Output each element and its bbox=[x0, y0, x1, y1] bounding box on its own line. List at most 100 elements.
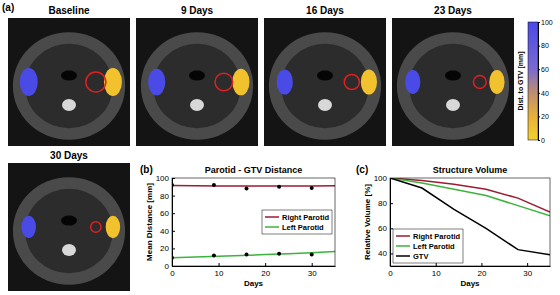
x-tick-label: 10 bbox=[215, 269, 224, 278]
series-line bbox=[390, 178, 550, 212]
y-tick-mark bbox=[172, 213, 175, 214]
y-tick: 0 bbox=[165, 262, 175, 271]
image-panel bbox=[392, 18, 514, 146]
image-panel bbox=[264, 18, 386, 146]
y-tick: 60 bbox=[160, 209, 175, 218]
image-background bbox=[392, 18, 514, 146]
plot-frame bbox=[390, 178, 550, 266]
series-line bbox=[390, 178, 550, 255]
series-line bbox=[172, 251, 335, 257]
right-parotid bbox=[405, 70, 420, 94]
x-tick-mark bbox=[527, 263, 528, 266]
colorbar-tick-label: 0 bbox=[541, 137, 545, 144]
legend-box bbox=[393, 229, 463, 263]
plot-area bbox=[390, 178, 550, 255]
right-parotid bbox=[277, 69, 293, 94]
colorbar-tick: 0 bbox=[538, 137, 545, 144]
colorbar-tick: 40 bbox=[538, 90, 549, 97]
gtv-contour bbox=[91, 222, 101, 232]
x-tick-label: 20 bbox=[261, 269, 270, 278]
x-tick: 20 bbox=[261, 263, 270, 278]
legend: Right ParotidLeft Parotid bbox=[262, 210, 332, 234]
gtv-contour bbox=[86, 72, 106, 92]
x-axis-label: Days bbox=[460, 279, 480, 288]
y-axis-label: Relative Volume [%] bbox=[363, 184, 372, 260]
legend-label: Left Parotid bbox=[413, 242, 455, 251]
gtv-contour bbox=[344, 74, 359, 89]
y-tick-label: 40 bbox=[160, 227, 169, 236]
line-chart: 0102030020406080100Parotid - GTV Distanc… bbox=[140, 164, 336, 288]
airway bbox=[61, 71, 77, 81]
y-tick-mark bbox=[172, 248, 175, 249]
data-point bbox=[310, 186, 314, 190]
data-point bbox=[310, 253, 314, 257]
y-tick-label: 0 bbox=[165, 262, 170, 271]
x-tick-label: 0 bbox=[388, 269, 393, 278]
data-point bbox=[245, 187, 249, 191]
legend-swatch bbox=[396, 235, 410, 237]
colorbar-axis: 0 20 40 60 80 100 bbox=[538, 19, 553, 144]
y-axis: 406080100 bbox=[374, 174, 393, 266]
y-tick: 40 bbox=[160, 227, 175, 236]
left-parotid bbox=[361, 69, 377, 94]
x-axis: 0102030 bbox=[388, 263, 550, 278]
left-parotid bbox=[232, 69, 249, 96]
y-tick: 100 bbox=[156, 174, 175, 183]
image-background bbox=[8, 18, 130, 146]
head-outline bbox=[269, 32, 381, 140]
image-title: Baseline bbox=[48, 5, 90, 16]
y-tick-mark bbox=[172, 231, 175, 232]
right-parotid bbox=[22, 216, 36, 238]
colorbar-tick-mark bbox=[538, 69, 540, 70]
y-tick: 20 bbox=[160, 244, 175, 253]
x-tick-label: 0 bbox=[170, 269, 175, 278]
figure: (a)Baseline9 Days16 Days23 Days30 Days02… bbox=[0, 0, 560, 295]
y-tick-label: 60 bbox=[378, 224, 387, 233]
right-parotid bbox=[20, 68, 38, 96]
left-parotid bbox=[104, 68, 122, 96]
y-tick-mark bbox=[172, 196, 175, 197]
image-title: 9 Days bbox=[181, 5, 214, 16]
y-tick-label: 100 bbox=[156, 174, 170, 183]
line-chart: 0102030406080100Structure Volume(c)DaysR… bbox=[356, 164, 551, 288]
colorbar-tick: 20 bbox=[538, 113, 549, 120]
colorbar-axis-line bbox=[539, 23, 541, 141]
legend-swatch bbox=[396, 255, 410, 257]
y-tick-label: 80 bbox=[160, 192, 169, 201]
chart-title: Structure Volume bbox=[433, 165, 507, 175]
data-point bbox=[212, 183, 216, 187]
panel-label: (b) bbox=[140, 164, 153, 175]
x-tick: 10 bbox=[432, 263, 441, 278]
head-outline bbox=[141, 32, 253, 140]
head-inner bbox=[25, 189, 113, 273]
plot-background bbox=[390, 178, 550, 266]
legend-label: Right Parotid bbox=[282, 213, 329, 222]
data-point bbox=[212, 253, 216, 257]
y-axis-line bbox=[172, 179, 173, 267]
colorbar-tick: 60 bbox=[538, 66, 549, 73]
airway bbox=[61, 216, 77, 226]
legend-box bbox=[262, 210, 332, 234]
x-tick: 20 bbox=[477, 263, 486, 278]
plot-background bbox=[172, 178, 335, 266]
gtv-contour bbox=[473, 76, 486, 89]
airway bbox=[317, 71, 333, 81]
colorbar-tick-label: 100 bbox=[541, 19, 553, 26]
x-axis-label: Days bbox=[244, 279, 264, 288]
airway bbox=[189, 71, 205, 81]
colorbar-tick-label: 80 bbox=[541, 42, 549, 49]
y-tick: 80 bbox=[378, 199, 393, 208]
legend-label: GTV bbox=[413, 252, 428, 261]
gtv-contour bbox=[215, 73, 233, 91]
chart-title: Parotid - GTV Distance bbox=[205, 165, 303, 175]
x-tick-mark bbox=[436, 263, 437, 266]
data-point bbox=[245, 253, 249, 257]
legend-swatch bbox=[396, 245, 410, 247]
x-axis: 0102030 bbox=[170, 263, 335, 278]
head-outline bbox=[397, 32, 509, 140]
x-tick-label: 10 bbox=[432, 269, 441, 278]
y-tick-label: 100 bbox=[374, 174, 388, 183]
colorbar bbox=[528, 22, 538, 140]
y-tick-mark bbox=[390, 228, 393, 229]
plot-frame bbox=[172, 178, 335, 266]
